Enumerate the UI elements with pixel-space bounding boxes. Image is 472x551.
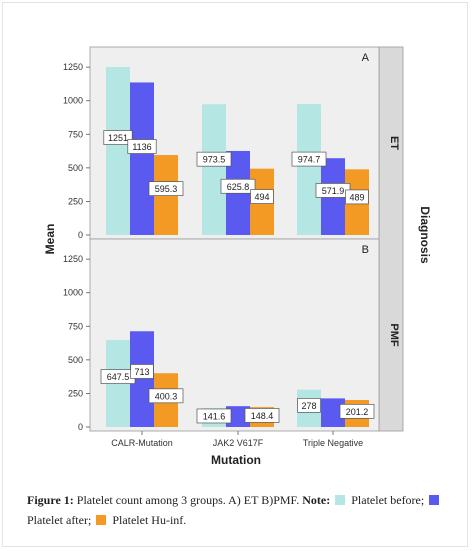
- data-label-box-0-0-2: [291, 151, 327, 167]
- legend-swatch-after: [429, 495, 440, 505]
- data-label-box-0-2-1: [250, 189, 274, 204]
- legend-label-before: Platelet before;: [351, 493, 425, 507]
- data-label-box-0-0-1: [196, 151, 232, 167]
- y-tick-label-0-2: 500: [68, 163, 83, 173]
- data-label-1-2-0: 400.3: [155, 391, 178, 401]
- caption-text: Platelet count among 3 groups. A) ET B)P…: [73, 493, 303, 507]
- x-tick-label-1: JAK2 V617F: [213, 438, 264, 448]
- data-label-1-0-1: 141.6: [203, 411, 226, 421]
- data-label-box-0-2-2: [345, 189, 369, 205]
- facet-label-1: PMF: [388, 323, 400, 347]
- figure-caption: Figure 1: Platelet count among 3 groups.…: [27, 490, 457, 530]
- x-tick-label-2: Triple Negative: [303, 438, 363, 448]
- data-label-1-2-1: 148.4: [251, 411, 274, 421]
- data-label-1-0-2: 278: [301, 401, 316, 411]
- bar-0-before-2: [297, 104, 321, 235]
- data-label-0-2-2: 489: [349, 192, 364, 202]
- data-label-box-1-1-0: [130, 364, 154, 379]
- note-label: Note:: [302, 493, 331, 507]
- data-label-box-0-1-0: [127, 139, 157, 154]
- data-label-box-0-2-0: [148, 181, 184, 196]
- facet-title: Diagnosis: [418, 206, 432, 264]
- data-label-box-0-1-1: [220, 178, 256, 194]
- data-label-0-1-0: 1136: [132, 142, 151, 152]
- y-tick-label-1-1: 250: [68, 388, 83, 398]
- panel-tag-1: B: [362, 244, 369, 256]
- y-tick-label-0-4: 1000: [63, 96, 83, 106]
- data-label-0-0-2: 974.7: [298, 155, 321, 165]
- bar-0-before-0: [106, 67, 130, 235]
- bar-0-before-1: [202, 104, 226, 235]
- data-label-0-1-2: 571.9: [322, 186, 345, 196]
- data-label-0-0-1: 973.5: [203, 155, 226, 165]
- legend-label-after: Platelet after;: [27, 513, 92, 527]
- data-label-box-1-0-2: [297, 397, 321, 413]
- y-tick-label-1-0: 0: [78, 422, 83, 432]
- data-label-0-1-1: 625.8: [227, 182, 250, 192]
- y-tick-label-0-0: 0: [78, 230, 83, 240]
- bar-0-after-0: [130, 82, 154, 235]
- facet-label-0: ET: [388, 136, 400, 150]
- data-label-0-2-1: 494: [254, 192, 269, 202]
- data-label-1-0-0: 647.5: [107, 372, 130, 382]
- y-tick-label-0-3: 750: [68, 129, 83, 139]
- y-axis-title: Mean: [43, 224, 57, 255]
- facet-strip: [378, 46, 404, 432]
- panel-tag-0: A: [362, 52, 370, 64]
- y-tick-label-1-2: 500: [68, 355, 83, 365]
- legend-swatch-huinf: [96, 515, 107, 525]
- data-label-0-2-0: 595.3: [155, 184, 178, 194]
- y-tick-label-1-4: 1000: [63, 288, 83, 298]
- figure-frame: 0 250 500 750 1000 1250 1251 973.5 974.7 1136 625.…: [2, 2, 468, 547]
- legend-label-huinf: Platelet Hu-inf.: [112, 513, 187, 527]
- data-label-1-1-0: 713: [134, 367, 149, 377]
- y-tick-label-1-5: 1250: [63, 254, 83, 264]
- y-tick-label-0-1: 250: [68, 196, 83, 206]
- data-label-box-1-2-2: [339, 403, 375, 419]
- bar-chart: 0 250 500 750 1000 1250 1251 973.5 974.7 1136 625.…: [43, 46, 432, 467]
- x-tick-label-0: CALR-Mutation: [111, 438, 173, 448]
- figure-label: Figure 1:: [27, 493, 74, 507]
- data-label-box-1-2-1: [244, 408, 280, 423]
- y-tick-label-1-3: 750: [68, 321, 83, 331]
- x-axis-title: Mutation: [211, 453, 261, 467]
- data-label-box-1-2-0: [148, 388, 184, 404]
- data-label-box-0-0-0: [103, 130, 133, 145]
- bar-1-after-1: [226, 406, 250, 427]
- data-label-1-2-2: 201.2: [346, 407, 369, 417]
- data-label-0-0-0: 1251: [108, 133, 128, 143]
- legend-swatch-before: [335, 495, 346, 505]
- y-tick-label-0-5: 1250: [63, 62, 83, 72]
- data-label-box-1-0-1: [196, 408, 232, 424]
